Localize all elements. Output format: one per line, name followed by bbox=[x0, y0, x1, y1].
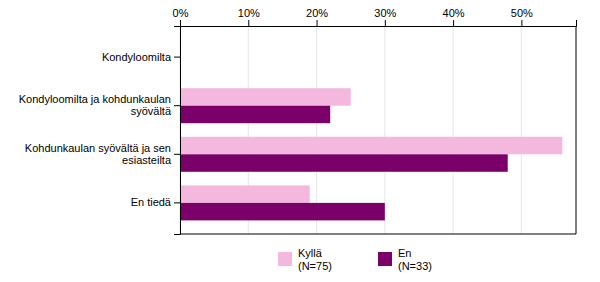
legend-label-line: Kyllä bbox=[298, 247, 323, 259]
x-axis: 0% 10% 20% 30% 40% 50% bbox=[173, 7, 577, 27]
tick: 10% bbox=[238, 7, 260, 26]
legend-swatch bbox=[278, 252, 292, 266]
tick: Kondyloomilta bbox=[102, 51, 180, 63]
tick: Kondyloomilta ja kohdunkaulansyövältä bbox=[19, 93, 180, 117]
bar bbox=[180, 185, 310, 202]
axis-line bbox=[181, 20, 577, 27]
series bbox=[180, 106, 508, 221]
tick-label-line: Kondyloomilta ja kohdunkaulan bbox=[19, 93, 171, 105]
tick-label: 40% bbox=[443, 7, 465, 19]
legend-swatch bbox=[378, 252, 392, 266]
tick-label-line: Kohdunkaulan syövältä ja sen bbox=[25, 142, 171, 154]
tick: Kohdunkaulan syövältä ja senesiasteilta bbox=[25, 142, 180, 166]
legend-label: Kyllä(N=75) bbox=[298, 247, 332, 272]
tick-mark bbox=[174, 154, 180, 155]
chart: 0% 10% 20% 30% 40% 50% En tiedä Kohdunkaulan sy… bbox=[0, 0, 600, 282]
tick-label: Kohdunkaulan syövältä ja senesiasteilta bbox=[25, 142, 172, 166]
tick-label-line: En tiedä bbox=[131, 196, 172, 208]
bar bbox=[180, 154, 508, 171]
tick-mark bbox=[453, 20, 454, 26]
grid bbox=[180, 26, 521, 234]
tick: 50% bbox=[511, 7, 533, 26]
tick: 30% bbox=[374, 7, 396, 26]
tick-label-line: syövältä bbox=[131, 105, 172, 117]
bar bbox=[180, 106, 330, 123]
tick-label-line: Kondyloomilta bbox=[102, 51, 172, 63]
series bbox=[180, 88, 562, 203]
tick-mark bbox=[385, 20, 386, 26]
legend-label-line: (N=33) bbox=[398, 260, 432, 272]
tick-label: En tiedä bbox=[131, 196, 172, 208]
tick-label: 0% bbox=[173, 7, 189, 19]
frame bbox=[576, 26, 577, 234]
frame bbox=[180, 234, 576, 235]
bar bbox=[180, 88, 351, 105]
tick-mark bbox=[180, 20, 181, 26]
tick-mark bbox=[174, 57, 180, 58]
bars bbox=[180, 88, 562, 220]
legend-label-line: (N=75) bbox=[298, 260, 332, 272]
tick-label: 10% bbox=[238, 7, 260, 19]
tick-label: 20% bbox=[306, 7, 328, 19]
plot: 0% 10% 20% 30% 40% 50% En tiedä Kohdunkaulan sy… bbox=[19, 7, 577, 235]
grid-line bbox=[453, 26, 454, 234]
grid-line bbox=[384, 26, 385, 234]
legend-item: En(N=33) bbox=[378, 247, 432, 272]
legend-item: Kyllä(N=75) bbox=[278, 247, 332, 272]
tick-mark bbox=[174, 105, 180, 106]
grid-line bbox=[521, 26, 522, 234]
y-axis: En tiedä Kohdunkaulan syövältä ja senesia… bbox=[19, 27, 181, 235]
bar bbox=[180, 137, 562, 154]
legend-label: En(N=33) bbox=[398, 247, 432, 272]
tick-mark bbox=[521, 20, 522, 26]
tick-label: Kondyloomilta ja kohdunkaulansyövältä bbox=[19, 93, 172, 117]
tick-label: 50% bbox=[511, 7, 533, 19]
tick-mark bbox=[317, 20, 318, 26]
tick: 40% bbox=[443, 7, 465, 26]
legend: Kyllä(N=75) En(N=33) bbox=[278, 247, 432, 272]
tick: 0% bbox=[173, 7, 189, 26]
tick-label-line: esiasteilta bbox=[122, 154, 172, 166]
tick-label: Kondyloomilta bbox=[102, 51, 172, 63]
tick-label: 30% bbox=[374, 7, 396, 19]
legend-label-line: En bbox=[398, 247, 411, 259]
tick-mark bbox=[248, 20, 249, 26]
bar bbox=[180, 203, 385, 220]
tick: 20% bbox=[306, 7, 328, 26]
tick-mark bbox=[174, 202, 180, 203]
tick: En tiedä bbox=[131, 196, 180, 208]
grid-line bbox=[316, 26, 317, 234]
axis-line bbox=[174, 27, 181, 235]
